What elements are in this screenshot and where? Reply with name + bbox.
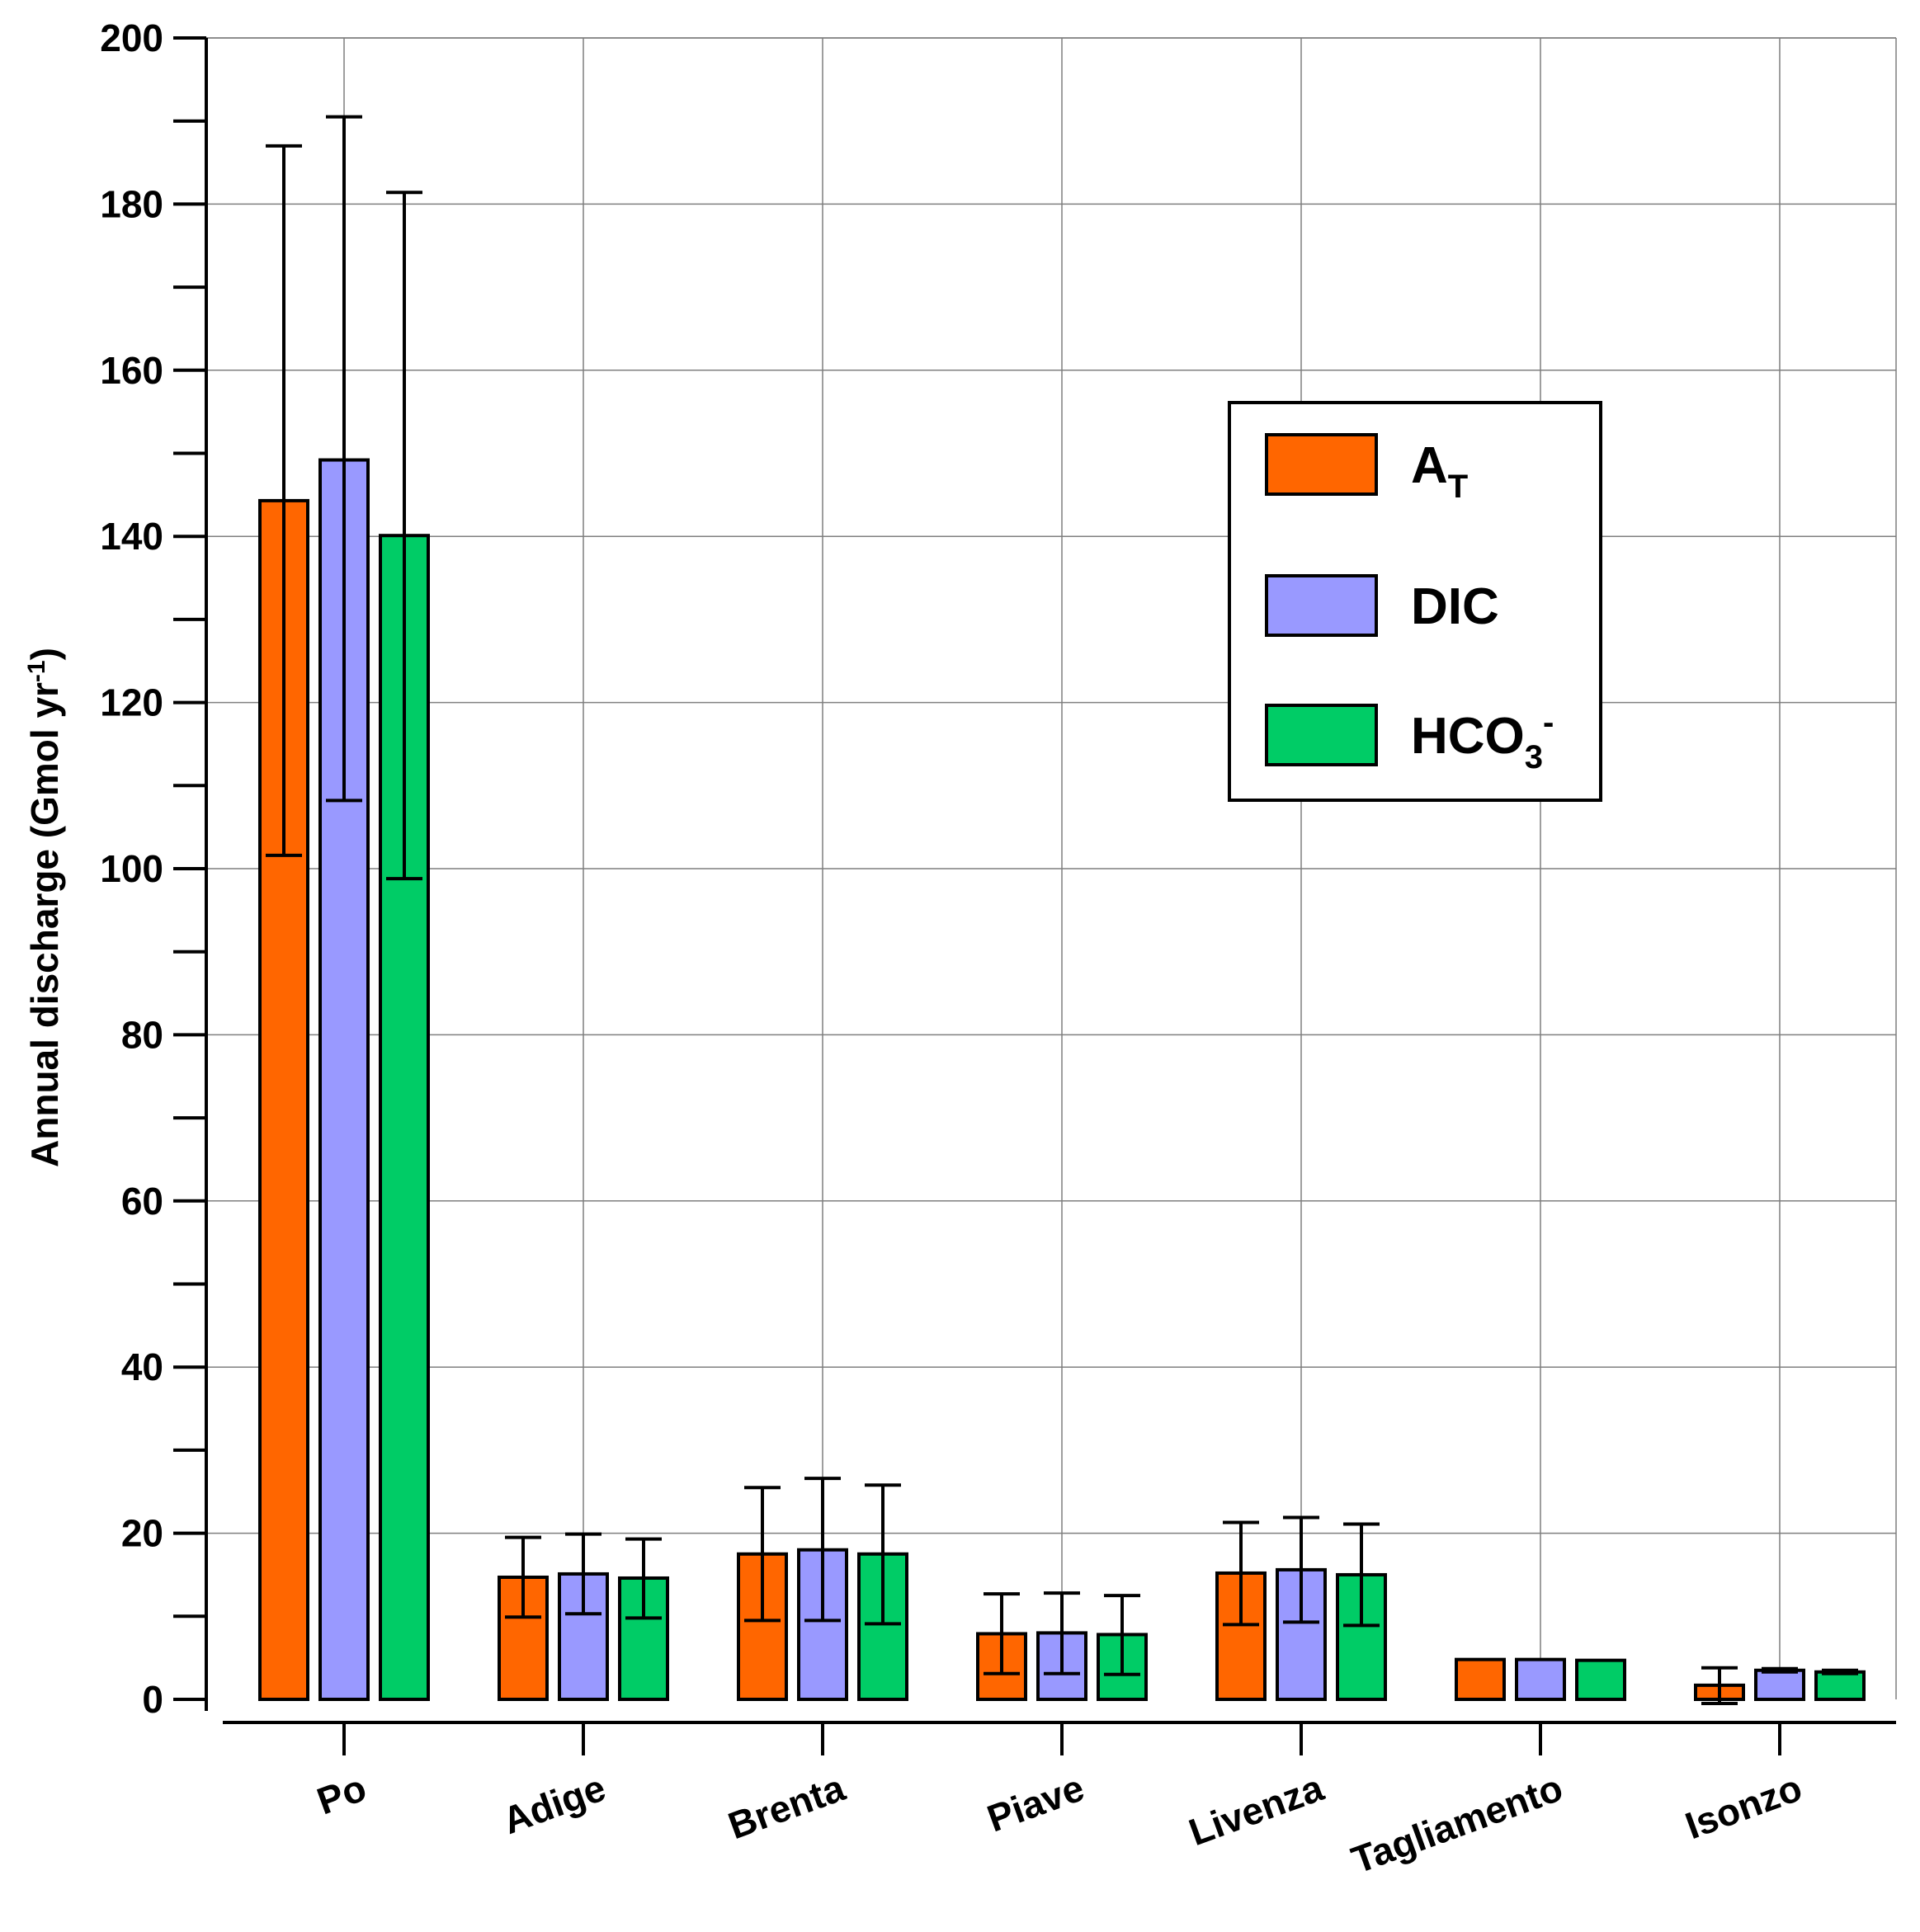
bar-at: [1455, 1657, 1506, 1701]
bar-hco3: [1575, 1658, 1626, 1702]
y-tick-label: 80: [121, 1013, 163, 1056]
legend-swatch-at: [1265, 433, 1378, 496]
x-tick-label: Po: [311, 1766, 371, 1823]
y-tick-label: 160: [100, 349, 163, 392]
y-tick-label: 0: [142, 1678, 163, 1721]
axes: [173, 36, 1896, 1755]
bar-dic: [797, 1548, 848, 1701]
x-tick-label: Adige: [498, 1766, 611, 1843]
y-axis-label-close: ): [23, 648, 66, 660]
legend-label-dic: DIC: [1411, 578, 1499, 635]
y-axis-label-text: Annual discharge (Gmol yr: [23, 682, 66, 1167]
legend-swatch-hco3: [1265, 704, 1378, 766]
y-tick-label: 140: [100, 515, 163, 558]
y-axis-label: Annual discharge (Gmol yr-1): [23, 648, 66, 1167]
bar-hco3: [1814, 1670, 1866, 1702]
y-tick-label: 40: [121, 1345, 163, 1388]
y-tick-label: 100: [100, 847, 163, 890]
y-axis-label-superscript: -1: [23, 660, 50, 682]
y-tick-label: 200: [100, 16, 163, 59]
x-tick-label: Brenta: [723, 1765, 851, 1847]
y-tick-label: 180: [100, 182, 163, 225]
legend: AT DIC HCO3-: [1228, 401, 1602, 802]
error-bars: [266, 115, 1858, 1706]
legend-label-at: AT: [1411, 437, 1468, 505]
bar-dic: [1515, 1657, 1566, 1701]
y-tick-label: 60: [121, 1180, 163, 1223]
grid: [206, 37, 1897, 1699]
y-tick-label: 120: [100, 681, 163, 724]
y-tick-label: 20: [121, 1512, 163, 1555]
legend-swatch-dic: [1265, 574, 1378, 637]
x-tick-label: Isonzo: [1680, 1766, 1808, 1848]
bar-dic: [1754, 1668, 1805, 1702]
x-tick-label: Livenza: [1183, 1765, 1329, 1854]
legend-label-hco3: HCO3-: [1411, 704, 1554, 775]
x-tick-label: Tagliamento: [1346, 1766, 1568, 1882]
x-tick-label: Piave: [982, 1766, 1090, 1840]
